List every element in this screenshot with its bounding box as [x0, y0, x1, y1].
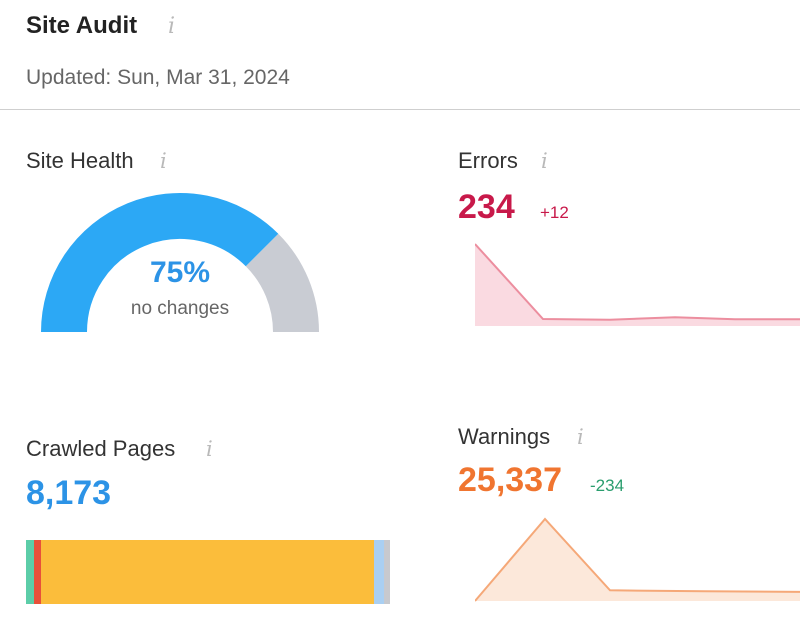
crawled-pages-label[interactable]: Crawled Pages — [26, 436, 176, 461]
crawled-pages-segment-5[interactable] — [383, 540, 390, 604]
crawled-pages-segment-3[interactable] — [41, 540, 375, 604]
site-health-info-icon[interactable]: i — [160, 149, 167, 173]
warnings-trend-area — [475, 519, 800, 601]
errors-trend-chart[interactable] — [475, 240, 800, 330]
warnings-delta: -234 — [590, 476, 625, 495]
header: Site Audit i Updated: Sun, Mar 31, 2024 — [0, 0, 800, 110]
errors-trend-area — [475, 244, 800, 326]
crawled-pages-breakdown-bar[interactable] — [26, 540, 390, 604]
site-health-percent: 75% — [149, 256, 211, 289]
crawled-pages-segment-2[interactable] — [34, 540, 42, 604]
gauge-remaining-arc — [245, 233, 319, 333]
errors-label[interactable]: Errors — [458, 148, 518, 173]
errors-trend-line — [475, 243, 800, 321]
warnings-count[interactable]: 25,337 — [458, 461, 562, 499]
site-health-gauge[interactable] — [30, 180, 330, 340]
updated-date: Updated: Sun, Mar 31, 2024 — [26, 66, 290, 89]
crawled-pages-count[interactable]: 8,173 — [26, 474, 112, 512]
warnings-info-icon[interactable]: i — [577, 425, 584, 449]
warnings-trend-line — [475, 517, 800, 602]
site-health-status: no changes — [130, 298, 230, 319]
info-icon[interactable]: i — [168, 14, 176, 39]
crawled-pages-segment-4[interactable] — [374, 540, 384, 604]
errors-count[interactable]: 234 — [458, 188, 515, 226]
page-title: Site Audit — [26, 12, 138, 39]
site-health-label[interactable]: Site Health — [26, 148, 134, 173]
gauge-filled-arc — [41, 193, 279, 333]
errors-info-icon[interactable]: i — [541, 149, 548, 173]
crawled-pages-segment-1[interactable] — [26, 540, 34, 604]
warnings-trend-chart[interactable] — [475, 515, 800, 605]
warnings-label[interactable]: Warnings — [458, 424, 551, 449]
errors-delta: +12 — [540, 203, 569, 222]
crawled-pages-info-icon[interactable]: i — [206, 437, 213, 461]
